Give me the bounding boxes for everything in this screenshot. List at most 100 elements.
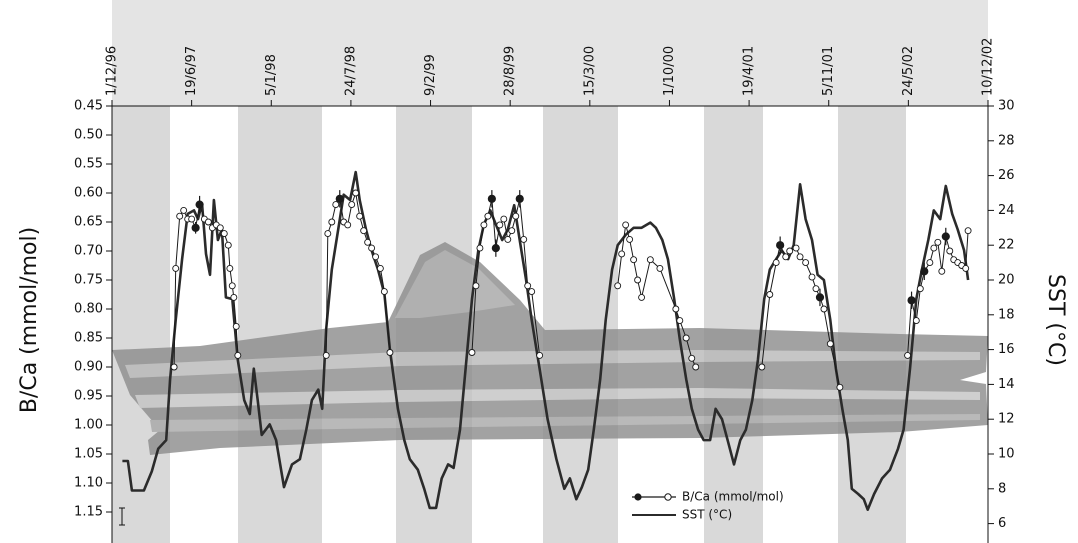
series-line: [122, 170, 970, 511]
y-axis-title: B/Ca (mmol/mol): [17, 227, 42, 413]
y2-tick-label: 18: [998, 307, 1015, 322]
y2-tick-label: 28: [998, 133, 1015, 148]
y-tick-label: 0.90: [74, 360, 103, 375]
data-point: [938, 267, 946, 275]
data-point: [180, 206, 188, 214]
x-tick-label: 1/10/00: [662, 46, 677, 96]
y-tick-label: 0.55: [74, 157, 103, 172]
data-point-filled: [920, 267, 929, 276]
data-point: [356, 212, 364, 220]
data-point: [216, 224, 224, 232]
y-tick-label: 0.45: [74, 99, 103, 114]
y2-tick-label: 12: [998, 412, 1015, 427]
x-tick-label: 19/4/01: [742, 46, 757, 96]
data-point-filled: [191, 223, 200, 232]
legend-label: SST (°C): [682, 508, 732, 522]
data-point: [934, 238, 942, 246]
data-point: [812, 285, 820, 293]
data-point: [688, 354, 696, 362]
season-band: [170, 106, 238, 543]
data-point: [380, 288, 388, 296]
data-point: [324, 230, 332, 238]
data-point: [472, 282, 480, 290]
data-point: [792, 244, 800, 252]
data-point: [172, 264, 180, 272]
y-tick-label: 0.85: [74, 331, 103, 346]
data-point: [228, 282, 236, 290]
data-point-filled: [195, 200, 204, 209]
shell-stripe: [150, 414, 980, 432]
y-tick-label: 0.95: [74, 389, 103, 404]
x-tick-label: 24/7/98: [343, 46, 358, 96]
data-point: [772, 259, 780, 267]
data-point: [826, 340, 834, 348]
data-point: [520, 235, 528, 243]
data-point: [964, 227, 972, 235]
y-tick-label: 0.80: [74, 302, 103, 317]
data-point-filled: [776, 241, 785, 250]
y2-tick-label: 10: [998, 447, 1015, 462]
axes: B/Ca (mmol/mol) SST (°C) 1/12/96 19/6/97 5…: [17, 38, 1068, 543]
data-point: [634, 276, 642, 284]
data-point: [504, 235, 512, 243]
x-tick-label: 15/3/00: [582, 46, 597, 96]
data-point: [376, 264, 384, 272]
data-point: [352, 189, 360, 197]
data-point: [656, 264, 664, 272]
data-point: [618, 250, 626, 258]
data-point: [496, 221, 504, 229]
season-band: [838, 106, 906, 543]
data-point: [512, 212, 520, 220]
data-point: [930, 244, 938, 252]
data-point: [766, 291, 774, 298]
y2-tick-label: 8: [998, 481, 1006, 496]
data-point: [904, 351, 912, 359]
data-point: [630, 256, 638, 264]
data-point-filled: [941, 232, 950, 241]
data-point: [226, 264, 234, 272]
data-point-filled: [515, 194, 524, 203]
x-tick-label: 24/5/02: [901, 46, 916, 96]
data-point: [926, 259, 934, 267]
y2-tick-label: 6: [998, 516, 1006, 531]
data-point: [344, 221, 352, 229]
data-point-filled: [491, 244, 500, 253]
data-point: [528, 288, 536, 296]
y2-axis-title: SST (°C): [1043, 274, 1068, 366]
data-point: [386, 349, 394, 356]
data-point: [176, 212, 184, 220]
data-point: [626, 235, 634, 243]
y2-tick-label: 16: [998, 342, 1015, 357]
data-point: [484, 212, 492, 220]
x-tick-label: 5/11/01: [821, 46, 836, 96]
x-tick-label: 5/1/98: [264, 54, 279, 96]
season-band: [618, 106, 704, 543]
data-point: [692, 363, 700, 371]
data-point: [758, 363, 766, 371]
data-point: [468, 349, 476, 356]
legend-label: B/Ca (mmol/mol): [682, 490, 784, 504]
data-point: [332, 201, 340, 209]
data-point: [820, 305, 828, 313]
data-point: [500, 215, 508, 223]
top-strip: [112, 0, 988, 106]
data-point: [372, 253, 380, 261]
data-point: [348, 201, 356, 209]
data-point: [672, 305, 680, 313]
data-point: [682, 334, 690, 342]
shell-bump: [395, 250, 515, 318]
y-tick-label: 0.65: [74, 215, 103, 230]
data-point: [328, 218, 336, 226]
legend-marker: [634, 493, 642, 501]
y2-tick-label: 22: [998, 238, 1015, 253]
data-point: [962, 264, 970, 272]
data-point: [782, 253, 790, 261]
data-point: [836, 383, 844, 391]
data-point: [224, 241, 232, 249]
data-point: [170, 363, 178, 371]
plot-marks: [122, 170, 972, 511]
x-tick-label: 19/6/97: [184, 46, 199, 96]
y-tick-label: 0.75: [74, 273, 103, 288]
y-tick-label: 1.05: [74, 447, 103, 462]
